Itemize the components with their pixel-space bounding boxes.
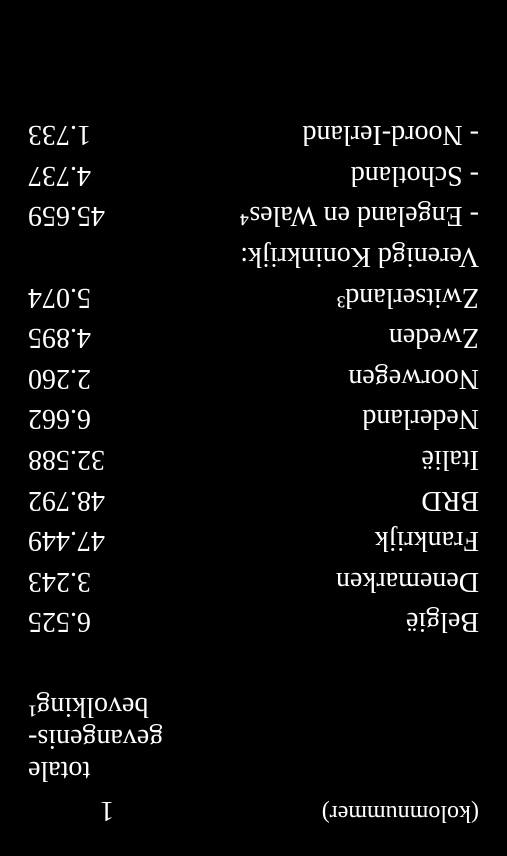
heading-line-3: bevolking¹: [28, 689, 479, 721]
row-label: Zwitserland³: [337, 276, 479, 317]
table-row: Denemarken 3.243: [20, 560, 479, 601]
row-label: Verenigd Koninkrijk:: [240, 236, 479, 277]
column-heading: totale gevangenis- bevolking¹: [20, 689, 479, 786]
table-row: - Engeland en Wales⁴ 45.659: [20, 195, 479, 236]
table-row: Zweden 4.895: [20, 317, 479, 358]
column-number-label: (kolomnummer): [322, 799, 479, 826]
row-value: 5.074: [20, 276, 91, 317]
table-row: Zwitserland³ 5.074: [20, 276, 479, 317]
heading-line-1: totale: [28, 754, 479, 786]
row-value: 47.449: [20, 520, 105, 561]
row-label: Frankrijk: [375, 520, 479, 561]
heading-line-2: gevangenis-: [28, 722, 479, 754]
table-row: Verenigd Koninkrijk:: [20, 236, 479, 277]
row-label: Italië: [421, 438, 479, 479]
header-row: (kolomnummer) 1: [20, 794, 479, 826]
table-row: BRD 48.792: [20, 479, 479, 520]
row-label: - Noord-Ierland: [303, 114, 479, 155]
row-label: BRD: [421, 479, 479, 520]
row-value: 3.243: [20, 560, 91, 601]
row-value: 48.792: [20, 479, 105, 520]
column-number-value: 1: [20, 794, 114, 826]
row-label: Denemarken: [336, 560, 479, 601]
table-row: Nederland 6.662: [20, 398, 479, 439]
row-value: 4.737: [20, 154, 91, 195]
row-value: 2.260: [20, 357, 91, 398]
row-label: - Engeland en Wales⁴: [240, 195, 479, 236]
data-rows: België 6.525 Denemarken 3.243 Frankrijk …: [20, 114, 479, 642]
row-label: België: [406, 601, 479, 642]
table-row: Frankrijk 47.449: [20, 520, 479, 561]
row-value: 6.662: [20, 398, 91, 439]
row-label: Zweden: [389, 317, 479, 358]
table-row: België 6.525: [20, 601, 479, 642]
row-label: Noorwegen: [348, 357, 479, 398]
row-value: 6.525: [20, 601, 91, 642]
row-value: 45.659: [20, 195, 105, 236]
row-value: 32.588: [20, 438, 105, 479]
row-value: 4.895: [20, 317, 91, 358]
table-row: - Noord-Ierland 1.733: [20, 114, 479, 155]
table-row: Noorwegen 2.260: [20, 357, 479, 398]
table-row: Italië 32.588: [20, 438, 479, 479]
table-row: - Schotland 4.737: [20, 154, 479, 195]
row-label: - Schotland: [351, 154, 479, 195]
row-value: 1.733: [20, 114, 91, 155]
row-label: Nederland: [362, 398, 479, 439]
table-page: (kolomnummer) 1 totale gevangenis- bevol…: [0, 0, 507, 856]
